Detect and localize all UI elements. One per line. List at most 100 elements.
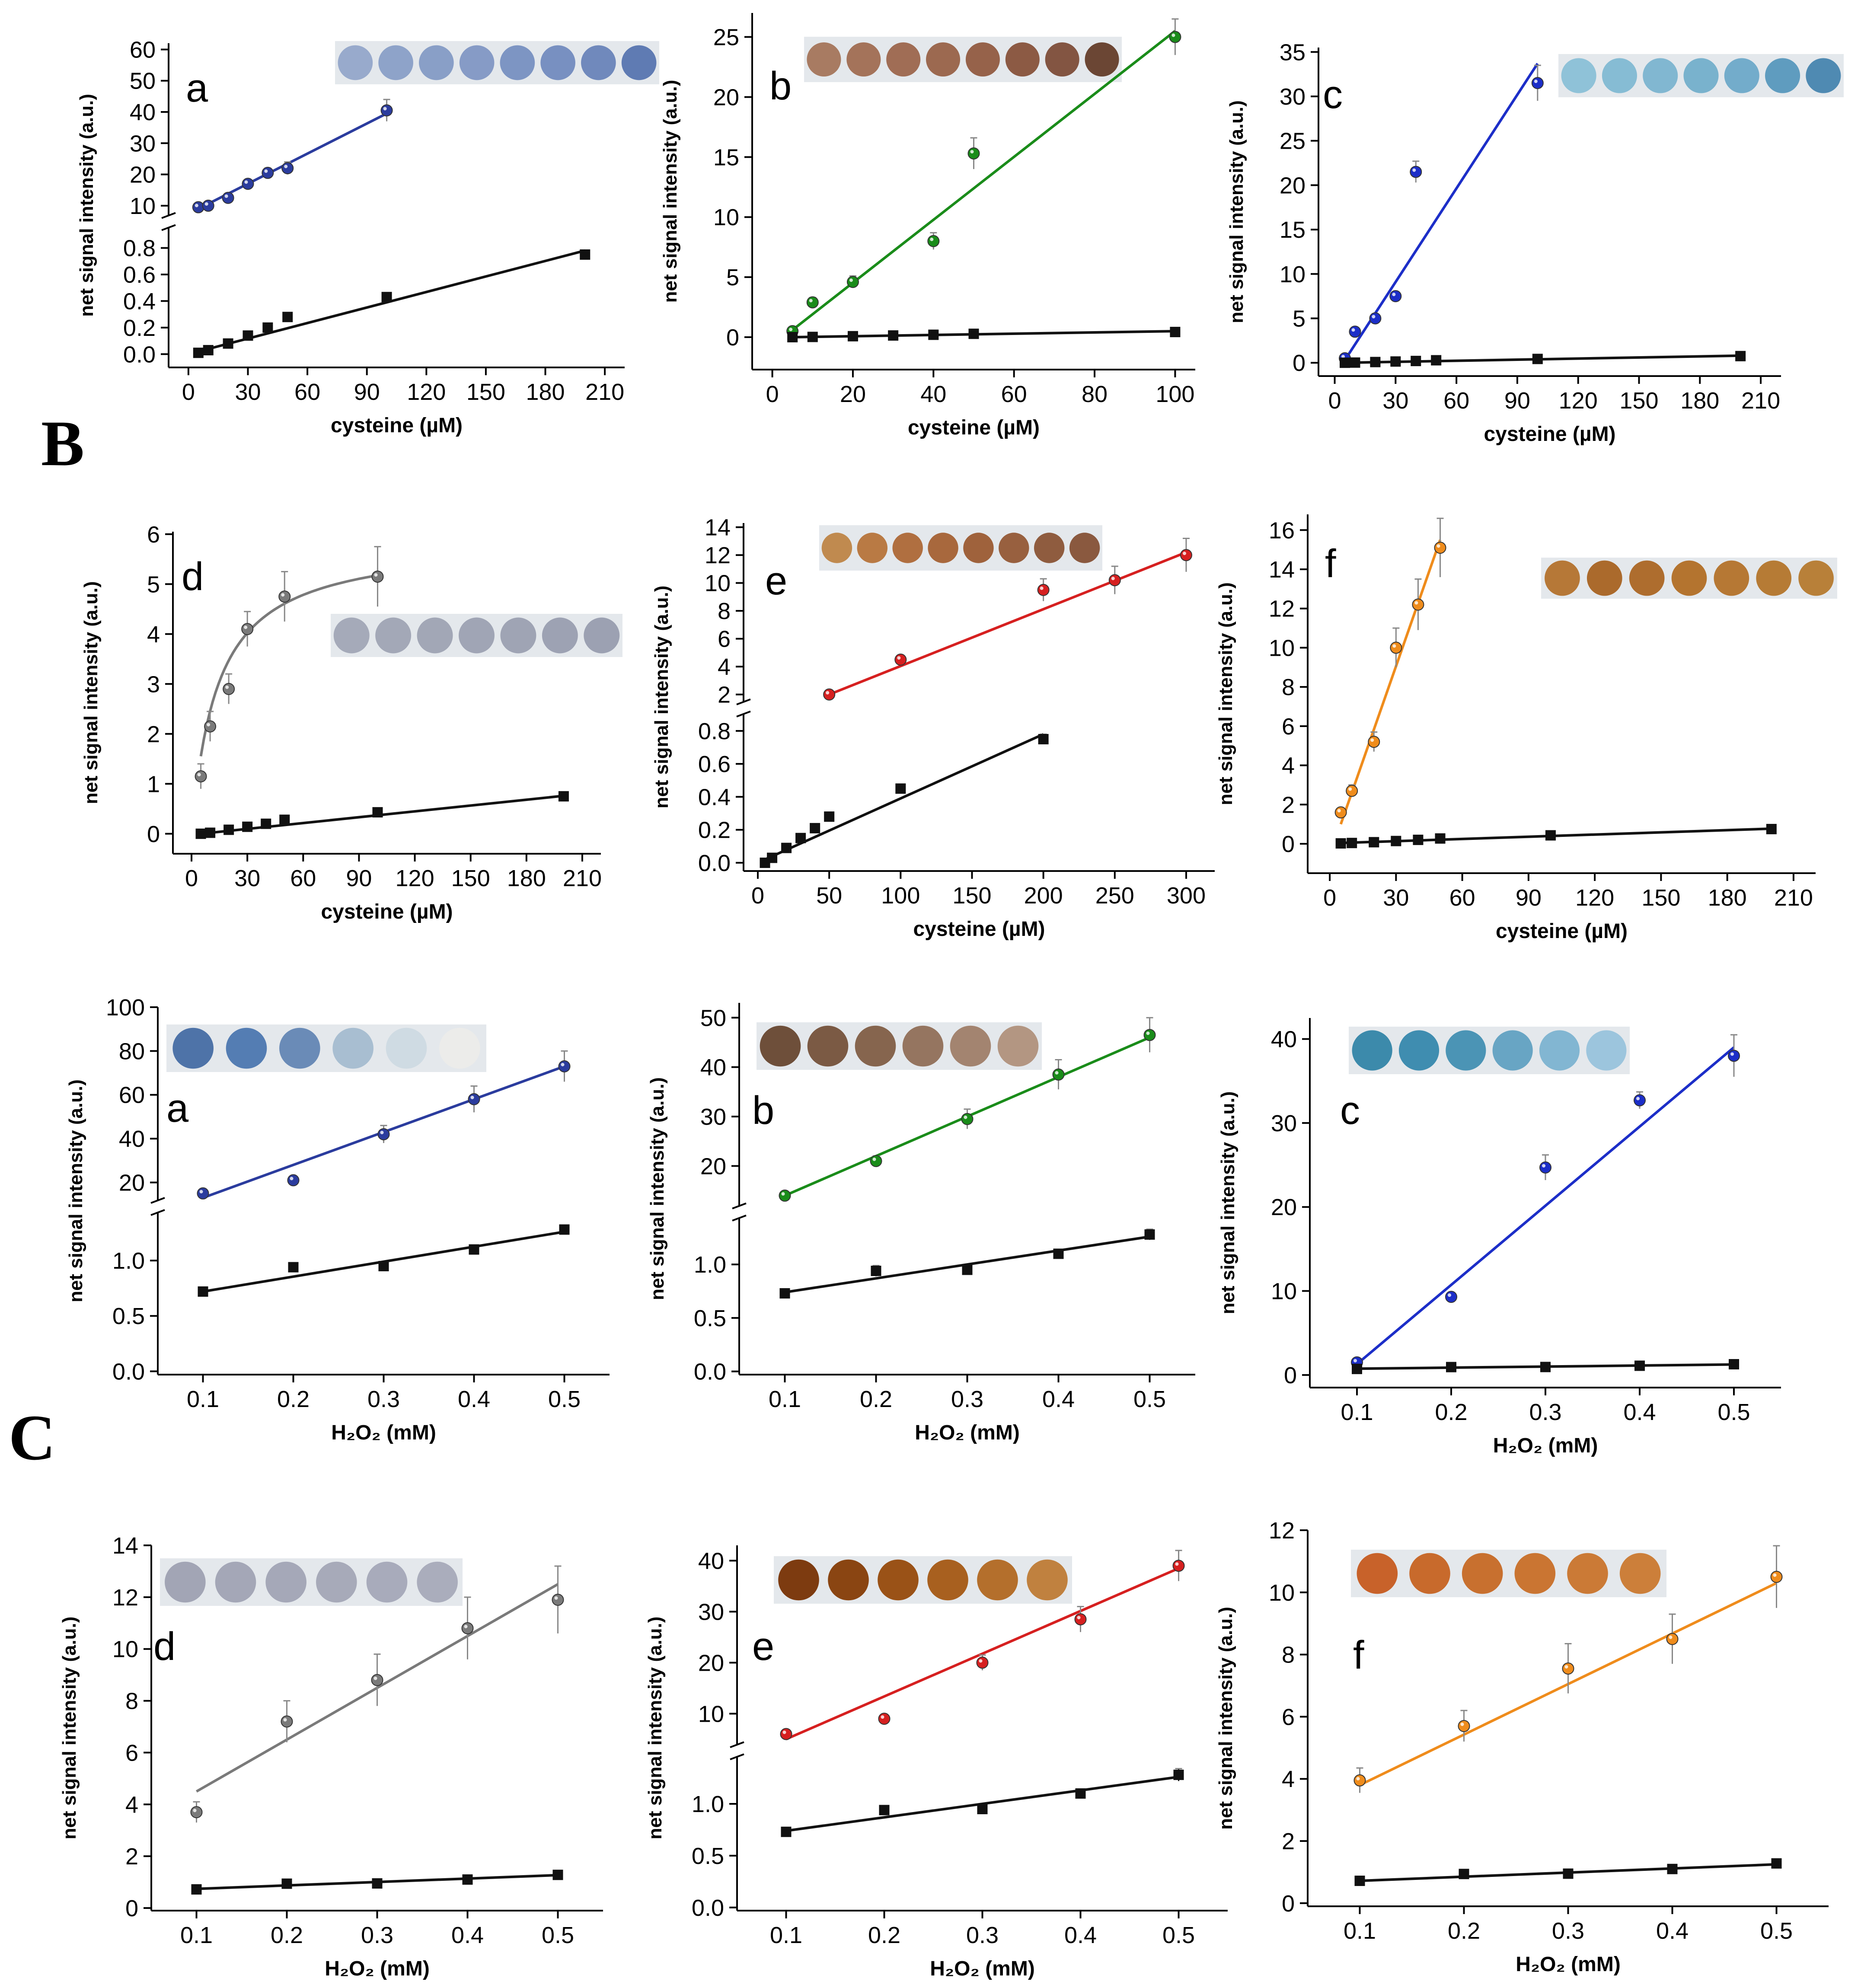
color-swatch — [878, 1559, 919, 1601]
y-tick-label: 4 — [1282, 753, 1295, 779]
x-tick-label: 0.2 — [1448, 1918, 1480, 1944]
data-point-circle — [371, 570, 384, 583]
data-point-square — [795, 833, 806, 843]
y-tick-label: 2 — [147, 721, 160, 747]
data-point-square — [1435, 833, 1446, 844]
color-swatch — [1586, 1030, 1627, 1071]
color-swatch — [584, 617, 620, 654]
x-tick-label: 150 — [451, 865, 490, 891]
series-sensor — [1334, 517, 1446, 825]
data-point-square — [243, 330, 253, 341]
section-label-c: C — [9, 1402, 56, 1474]
color-swatch — [927, 1559, 968, 1601]
data-point-highlight — [1636, 1097, 1640, 1101]
data-point-highlight — [1436, 544, 1440, 548]
color-swatch — [902, 1025, 944, 1067]
panel-letter: a — [166, 1086, 189, 1130]
data-point-square — [977, 1803, 988, 1814]
data-point-square — [781, 842, 792, 853]
data-point-square — [559, 1224, 570, 1235]
y-tick-label: 0.0 — [694, 1359, 726, 1385]
x-tick-label: 0.4 — [458, 1386, 490, 1412]
x-tick-label: 0.1 — [769, 1386, 801, 1412]
axis-break-mark — [161, 224, 176, 231]
data-point-circle — [281, 1715, 293, 1728]
color-swatch — [366, 1561, 408, 1603]
x-tick-label: 0 — [182, 379, 195, 405]
data-point-highlight — [930, 237, 934, 241]
data-point-circle — [1369, 312, 1382, 325]
y-tick-label: 0.6 — [698, 751, 731, 777]
x-tick-label: 30 — [234, 865, 260, 891]
data-point-circle — [278, 590, 291, 603]
color-swatch — [621, 45, 657, 80]
panel-letter: b — [769, 64, 792, 108]
chart-C-c: 0.1 0.2 0.3 0.4 0.5 0 10 20 30 40 H₂O₂ (mM) net sig… — [1217, 1018, 1781, 1457]
series-sensor — [190, 1565, 564, 1823]
y-tick-label: 10 — [1269, 635, 1295, 661]
y-axis-label: net signal intensity (a.u.) — [651, 586, 672, 809]
x-tick-label: 100 — [881, 883, 920, 909]
data-point-highlight — [1055, 1071, 1059, 1075]
x-tick-label: 180 — [1680, 388, 1719, 414]
x-tick-label: 50 — [816, 883, 842, 909]
data-point-highlight — [1356, 1777, 1360, 1781]
y-tick-label: 20 — [698, 1650, 724, 1676]
x-tick-label: 60 — [290, 865, 316, 891]
data-point-square — [1634, 1360, 1645, 1371]
data-point-circle — [461, 1622, 474, 1634]
data-point-circle — [204, 720, 217, 733]
y-tick-label: 2 — [718, 682, 731, 708]
color-swatch — [375, 617, 412, 654]
data-point-circle — [1666, 1633, 1679, 1645]
x-tick-label: 180 — [507, 865, 546, 891]
data-point-circle — [870, 1155, 882, 1167]
x-tick-label: 0.4 — [451, 1922, 484, 1948]
color-swatch — [316, 1561, 357, 1603]
color-swatch — [417, 617, 453, 654]
data-point-square — [262, 322, 273, 333]
color-swatch — [1714, 560, 1749, 596]
data-point-circle — [1539, 1161, 1551, 1174]
x-tick-label: 60 — [1001, 381, 1027, 407]
data-point-square — [462, 1874, 473, 1885]
color-swatch — [1561, 58, 1596, 93]
data-point-circle — [779, 1189, 791, 1202]
series-sensor — [195, 546, 384, 789]
color-swatch — [1683, 58, 1719, 93]
data-point-circle — [1389, 290, 1402, 303]
color-swatch — [419, 45, 454, 80]
chart-B-a: 0 30 60 90 120 150 180 210 0.00.20.40.60.8 10 20 30… — [76, 37, 659, 437]
color-swatch — [999, 533, 1029, 563]
x-tick-label: 0.1 — [187, 1386, 219, 1412]
color-swatch — [778, 1559, 819, 1601]
y-tick-label: 40 — [698, 1548, 724, 1574]
data-point-square — [928, 329, 939, 340]
x-axis-label: H₂O₂ (mM) — [1516, 1953, 1621, 1976]
data-point-square — [191, 1884, 202, 1895]
data-point-square — [1354, 1876, 1365, 1886]
x-tick-label: 300 — [1167, 883, 1206, 909]
x-tick-label: 0.5 — [1760, 1918, 1793, 1944]
x-axis-label: cysteine (µM) — [1484, 423, 1615, 446]
y-tick-label: 14 — [705, 515, 731, 541]
y-tick-label: 20 — [130, 162, 156, 188]
x-tick-label: 40 — [920, 381, 946, 407]
color-swatch — [950, 1025, 991, 1067]
data-point-circle — [1434, 542, 1446, 554]
data-point-highlight — [1392, 644, 1396, 648]
y-tick-label: 2 — [1282, 1828, 1295, 1854]
data-point-highlight — [1175, 1562, 1179, 1566]
color-swatch — [1514, 1553, 1556, 1594]
color-swatch — [807, 42, 841, 77]
y-tick-label: 12 — [1269, 596, 1295, 622]
data-point-square — [1347, 838, 1357, 849]
y-tick-label: 4 — [147, 622, 160, 648]
data-point-square — [242, 821, 253, 832]
color-swatch — [821, 533, 852, 563]
y-tick-label: 20 — [1271, 1194, 1297, 1220]
data-point-highlight — [1370, 738, 1374, 742]
x-tick-label: 0 — [751, 883, 764, 909]
x-tick-label: 80 — [1082, 381, 1108, 407]
data-point-square — [198, 1286, 208, 1297]
